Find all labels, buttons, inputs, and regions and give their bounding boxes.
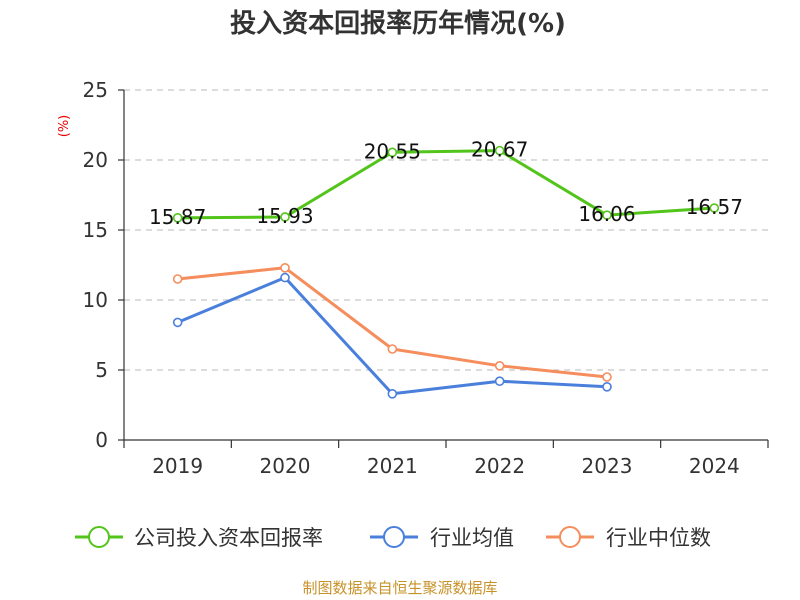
legend-item[interactable]: 行业中位数 [546,526,711,550]
x-tick-label: 2022 [474,454,525,478]
data-point-marker [387,344,398,354]
data-label: 20.67 [471,138,528,162]
data-source-note: 制图数据来自恒生聚源数据库 [302,579,497,597]
legend-marker [559,526,581,548]
data-point-marker [602,210,612,220]
x-tick-label: 2024 [689,454,740,478]
y-tick-label: 20 [83,148,108,172]
y-tick-label: 0 [95,428,108,452]
data-point-marker [280,262,290,273]
data-labels: 15.87 15.93 20.55 20.67 16.06 16.57 [149,138,743,229]
x-tick-label: 2020 [260,454,311,478]
data-point-marker [172,317,183,328]
data-point-marker [387,388,398,399]
legend-label: 行业均值 [430,526,514,550]
data-point-marker [602,372,612,382]
legend-label: 行业中位数 [606,526,711,550]
y-axis-unit-label: (%) [57,115,72,138]
x-tick-label: 2023 [582,454,633,478]
chart-title: 投入资本回报率历年情况(%) [230,8,566,39]
y-tick-label: 10 [83,288,108,312]
series-line [177,266,608,379]
y-tick-label: 25 [83,78,108,102]
data-label: 15.93 [256,204,313,228]
data-point-marker [387,147,398,158]
data-label: 16.06 [578,202,635,226]
legend-marker [383,526,405,548]
legend-item[interactable]: 行业均值 [370,526,514,550]
x-tick-label: 2019 [152,454,203,478]
legend-label: 公司投入资本回报率 [134,526,323,550]
legend[interactable]: 公司投入资本回报率 行业均值 行业中位数 [75,526,711,550]
y-tick-label: 5 [95,358,108,382]
data-label: 15.87 [149,205,206,229]
legend-marker [88,526,110,548]
data-point-marker [280,212,290,222]
data-label: 16.57 [686,195,743,219]
gridlines [124,89,768,371]
x-tick-label: 2021 [367,454,418,478]
data-point-marker [172,274,183,284]
series-line [177,149,715,220]
data-point-marker [709,203,720,213]
data-label: 20.55 [364,139,421,163]
series-line [177,276,608,396]
legend-item[interactable]: 公司投入资本回报率 [75,526,323,550]
y-tick-label: 15 [83,218,108,242]
data-point-marker [602,381,612,392]
data-point-marker [172,213,183,223]
axes: 0 5 10 15 20 25 2019 2020 2021 2022 2023 2024 [83,78,769,478]
data-point-marker [280,272,290,283]
data-point-marker [494,360,505,371]
data-point-marker [494,145,505,156]
series-lines [172,145,720,399]
data-point-marker [494,376,505,387]
